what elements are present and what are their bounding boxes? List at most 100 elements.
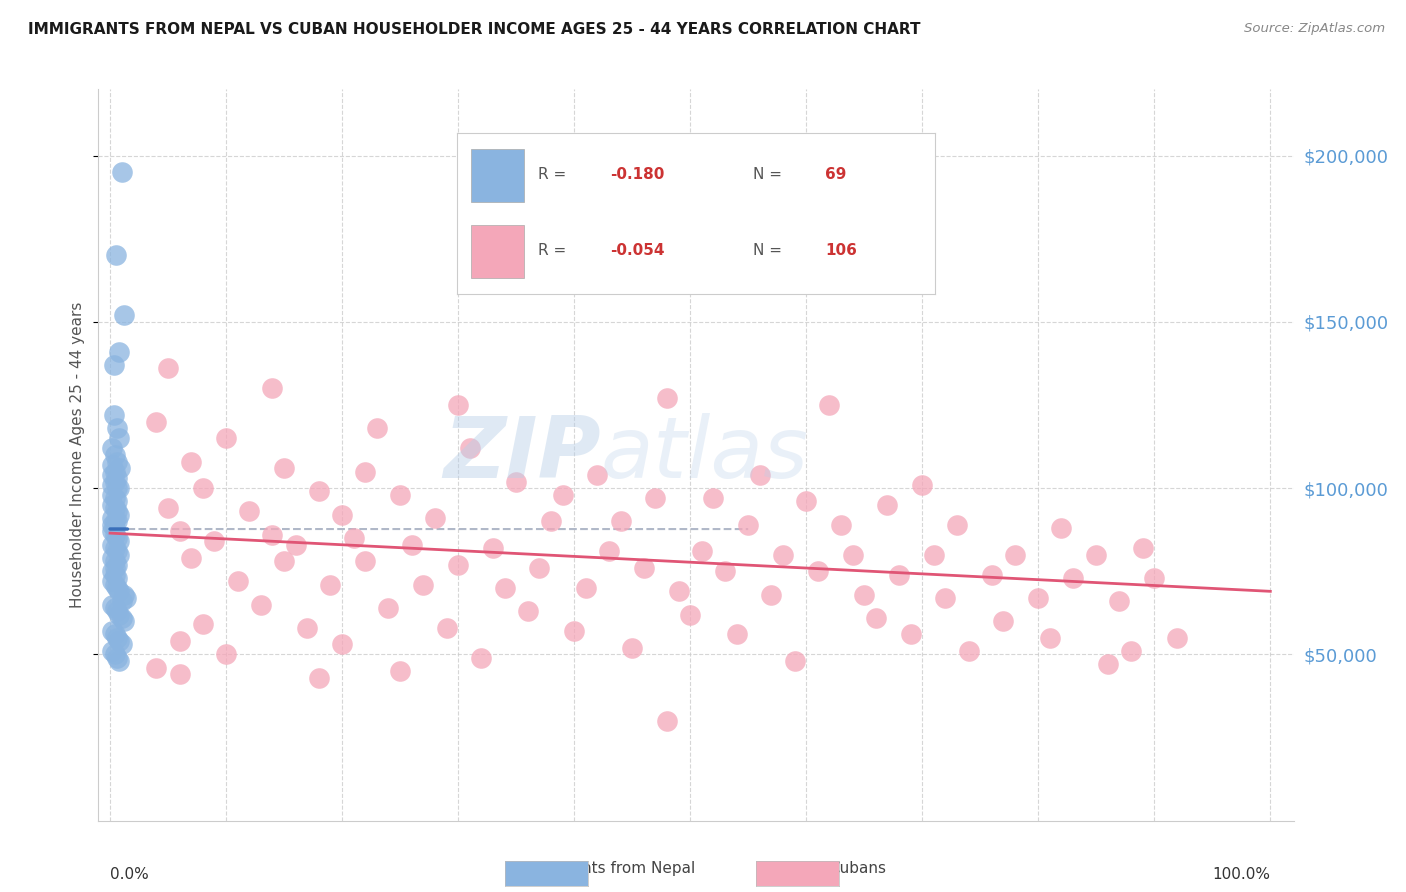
Point xyxy=(562,624,585,639)
Point xyxy=(101,511,124,525)
Point xyxy=(169,667,191,681)
Point xyxy=(412,577,434,591)
Point xyxy=(169,524,191,539)
Point xyxy=(436,621,458,635)
Point xyxy=(104,527,127,541)
Point xyxy=(783,654,806,668)
Point xyxy=(702,491,724,505)
Point xyxy=(308,484,330,499)
Point xyxy=(1026,591,1049,605)
Point xyxy=(1119,644,1142,658)
Point xyxy=(145,415,167,429)
Point xyxy=(105,571,128,585)
Point xyxy=(1062,571,1084,585)
Point xyxy=(104,475,127,489)
Point xyxy=(807,564,830,578)
Point xyxy=(540,515,562,529)
Point xyxy=(104,554,127,568)
Point xyxy=(104,577,127,591)
Point xyxy=(841,548,863,562)
Text: 0.0%: 0.0% xyxy=(110,867,149,882)
Point xyxy=(1004,548,1026,562)
Point xyxy=(516,604,538,618)
Point xyxy=(505,475,527,489)
Point xyxy=(1097,657,1119,672)
Point xyxy=(101,524,124,539)
Point xyxy=(644,491,666,505)
Point xyxy=(108,344,131,359)
Point xyxy=(330,508,353,522)
Point xyxy=(447,398,470,412)
Point xyxy=(104,521,127,535)
Point xyxy=(105,581,128,595)
Point xyxy=(633,561,655,575)
Point xyxy=(389,488,412,502)
Point xyxy=(494,581,516,595)
Point xyxy=(104,448,127,462)
Point xyxy=(105,604,128,618)
Point xyxy=(104,541,127,555)
Point xyxy=(772,548,794,562)
Point xyxy=(900,627,922,641)
Point xyxy=(621,640,644,655)
Point xyxy=(191,617,214,632)
Text: Cubans: Cubans xyxy=(828,861,886,876)
Point xyxy=(101,624,124,639)
Point xyxy=(389,664,412,678)
Point xyxy=(104,627,127,641)
Point xyxy=(204,534,226,549)
Point xyxy=(284,538,307,552)
Point xyxy=(655,714,678,728)
Point xyxy=(101,478,124,492)
Point xyxy=(103,408,125,422)
Point xyxy=(101,644,124,658)
Point xyxy=(215,431,238,445)
Point xyxy=(108,584,131,599)
Point xyxy=(103,358,125,372)
Point xyxy=(105,504,128,518)
Point xyxy=(377,600,399,615)
Point xyxy=(101,598,124,612)
Point xyxy=(922,548,945,562)
Point xyxy=(308,671,330,685)
Point xyxy=(401,538,423,552)
Point xyxy=(105,650,128,665)
Point xyxy=(714,564,737,578)
Point xyxy=(105,421,128,435)
Point xyxy=(330,637,353,651)
Point xyxy=(105,515,128,529)
Point xyxy=(111,165,134,179)
Point xyxy=(911,478,934,492)
Point xyxy=(1108,594,1130,608)
Point xyxy=(112,588,135,602)
Point xyxy=(101,574,124,589)
Point xyxy=(101,498,124,512)
Text: Source: ZipAtlas.com: Source: ZipAtlas.com xyxy=(1244,22,1385,36)
Point xyxy=(104,515,127,529)
Point xyxy=(1143,571,1166,585)
Point xyxy=(1166,631,1188,645)
Point xyxy=(725,627,748,641)
Point xyxy=(482,541,505,555)
Text: 100.0%: 100.0% xyxy=(1212,867,1270,882)
Point xyxy=(946,517,969,532)
Text: atlas: atlas xyxy=(600,413,808,497)
Point xyxy=(262,527,284,541)
Point xyxy=(108,634,131,648)
Point xyxy=(105,558,128,572)
Point xyxy=(690,544,713,558)
Point xyxy=(423,511,446,525)
Point xyxy=(761,588,783,602)
Point xyxy=(101,517,124,532)
Point xyxy=(876,498,898,512)
Point xyxy=(101,564,124,578)
Point xyxy=(1050,521,1073,535)
Point xyxy=(108,431,131,445)
Point xyxy=(354,465,377,479)
Point xyxy=(679,607,702,622)
Point xyxy=(145,661,167,675)
Point xyxy=(319,577,342,591)
Point xyxy=(993,614,1015,628)
Point xyxy=(748,467,770,482)
Point xyxy=(104,600,127,615)
